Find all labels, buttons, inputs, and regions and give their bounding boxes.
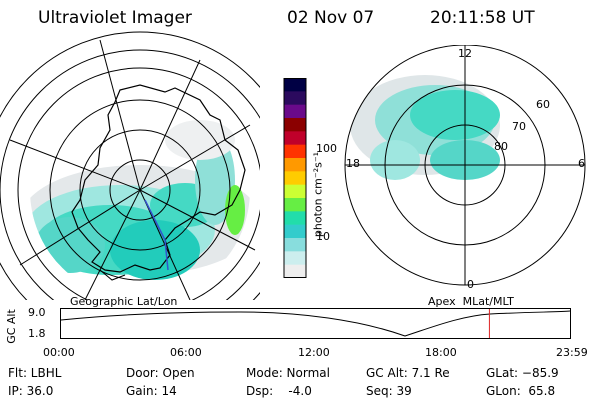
gain-status: Gain: 14 [126, 384, 177, 398]
glat-status: GLat: −85.9 [486, 366, 559, 380]
alt-tick-high: 9.0 [28, 306, 46, 319]
colorbar-segment [284, 224, 306, 239]
colorbar-segment [284, 144, 306, 159]
mlt-label-0: 0 [467, 278, 474, 291]
mlt-label-6: 6 [578, 157, 585, 170]
colorbar-unit-label: photon cm⁻²s⁻¹ [311, 151, 325, 238]
alt-axis-title: GC Alt [4, 309, 18, 344]
time-tick-0000: 00:00 [43, 346, 75, 359]
colorbar-border [283, 78, 307, 278]
mlat-label-60: 60 [536, 98, 550, 111]
altitude-timeline-plot [60, 308, 571, 339]
mlt-label-18: 18 [346, 157, 360, 170]
magnetic-polar-plot [344, 45, 586, 286]
mlt-label-12: 12 [458, 47, 472, 60]
colorbar-segment [284, 184, 306, 199]
colorbar-segment [284, 158, 306, 172]
colorbar-segment [284, 131, 306, 146]
time-tick-0600: 06:00 [170, 346, 202, 359]
color-scale-bar [283, 78, 307, 278]
colorbar-segment [284, 264, 306, 278]
colorbar-segment [284, 211, 306, 226]
time-label: 20:11:58 UT [430, 8, 535, 28]
mode-status: Mode: Normal [246, 366, 330, 380]
colorbar-tick-100: 100 [316, 142, 337, 155]
seq-status: Seq: 39 [366, 384, 412, 398]
glon-status: GLon: 65.8 [486, 384, 556, 398]
geographic-map [0, 31, 260, 300]
colorbar-segment [284, 118, 306, 132]
mlat-label-70: 70 [512, 120, 526, 133]
apex-caption: Apex MLat/MLT [428, 295, 514, 308]
colorbar-segment [284, 171, 306, 186]
instrument-title: Ultraviolet Imager [38, 8, 192, 28]
filter-status: Flt: LBHL [8, 366, 62, 380]
gc-alt-status: GC Alt: 7.1 Re [366, 366, 450, 380]
ip-status: IP: 36.0 [8, 384, 54, 398]
colorbar-tick-10: 10 [316, 230, 330, 243]
time-tick-2359: 23:59 [556, 346, 588, 359]
door-status: Door: Open [126, 366, 195, 380]
dsp-status: Dsp: -4.0 [246, 384, 312, 398]
colorbar-segment [284, 104, 306, 119]
time-tick-1800: 18:00 [425, 346, 457, 359]
date-label: 02 Nov 07 [287, 8, 375, 28]
alt-tick-low: 1.8 [28, 327, 46, 340]
colorbar-segment [284, 251, 306, 266]
time-tick-1200: 12:00 [298, 346, 330, 359]
colorbar-segment [284, 78, 306, 92]
geographic-caption: Geographic Lat/Lon [70, 295, 178, 308]
colorbar-segment [284, 198, 306, 212]
mlat-label-80: 80 [494, 140, 508, 153]
colorbar-segment [284, 238, 306, 252]
colorbar-segment [284, 91, 306, 106]
